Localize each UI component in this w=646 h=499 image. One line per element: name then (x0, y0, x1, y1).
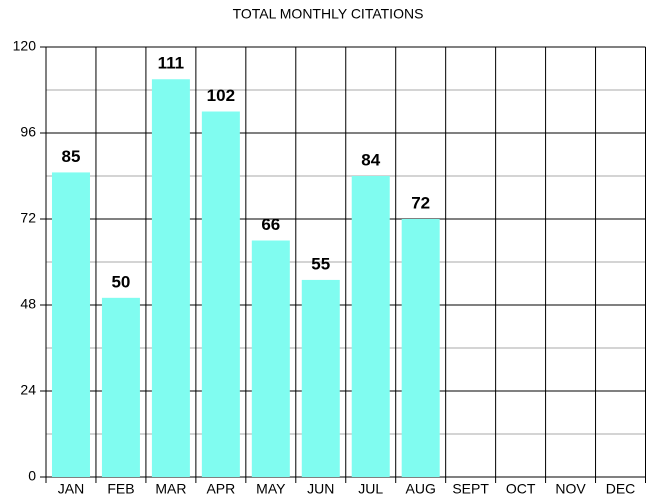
x-tick-label: JAN (58, 481, 84, 497)
x-tick-label: APR (206, 481, 235, 497)
x-tick-label: DEC (606, 481, 636, 497)
bar (101, 297, 140, 477)
x-tick-label: SEPT (452, 481, 489, 497)
data-label: 84 (361, 150, 380, 169)
x-tick-label: AUG (406, 481, 436, 497)
x-tick-label: MAY (256, 481, 286, 497)
x-tick-label: OCT (506, 481, 536, 497)
bar (251, 240, 290, 477)
bar (51, 172, 90, 477)
y-tick-label: 120 (13, 38, 37, 54)
bar (301, 279, 340, 477)
y-tick-label: 24 (20, 382, 36, 398)
data-label: 55 (311, 254, 330, 273)
x-tick-label: MAR (155, 481, 186, 497)
y-tick-label: 96 (20, 124, 36, 140)
y-tick-label: 72 (20, 210, 36, 226)
data-label: 72 (411, 193, 430, 212)
bar (201, 111, 240, 477)
data-label: 85 (62, 147, 81, 166)
data-label: 66 (261, 215, 280, 234)
x-tick-label: JUL (358, 481, 383, 497)
y-tick-label: 48 (20, 296, 36, 312)
data-label: 102 (207, 86, 235, 105)
x-tick-label: NOV (555, 481, 586, 497)
data-label: 50 (111, 272, 130, 291)
x-tick-label: FEB (107, 481, 134, 497)
x-tick-label: JUN (307, 481, 334, 497)
data-label: 111 (158, 54, 185, 73)
chart-title: TOTAL MONTHLY CITATIONS (233, 6, 424, 22)
bar (151, 79, 190, 477)
bar (351, 176, 390, 477)
bar (401, 219, 440, 477)
y-tick-label: 0 (28, 468, 36, 484)
